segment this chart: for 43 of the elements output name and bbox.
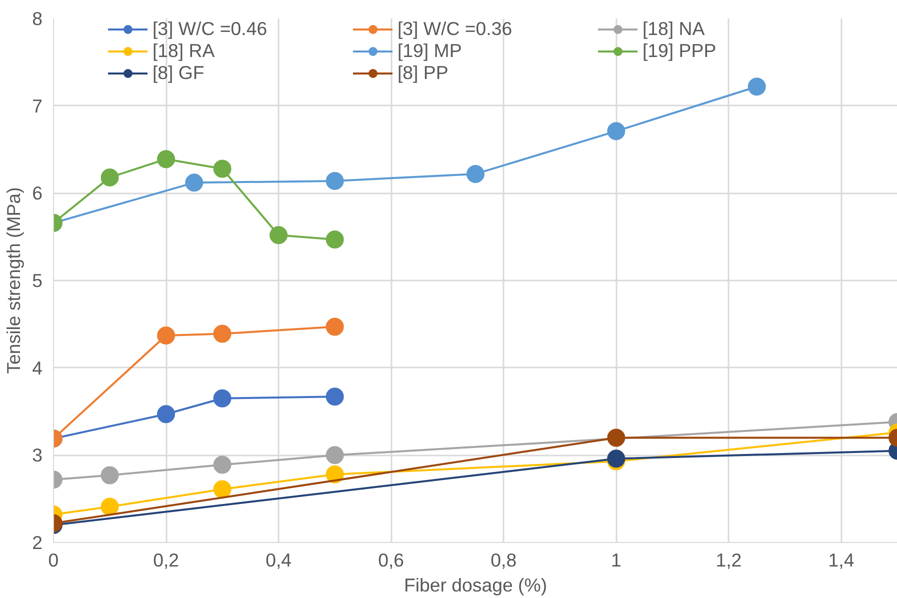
point bbox=[185, 174, 204, 192]
y-axis-title: Tensile strength (MPa) bbox=[3, 187, 24, 374]
point bbox=[213, 480, 232, 498]
x-axis-title: Fiber dosage (%) bbox=[404, 574, 548, 596]
y-tick-label: 3 bbox=[32, 444, 43, 466]
point bbox=[326, 388, 344, 406]
point bbox=[100, 466, 119, 484]
point bbox=[326, 172, 344, 190]
y-tick-label: 4 bbox=[32, 357, 43, 378]
legend-label: [8] PP bbox=[398, 62, 450, 84]
y-tick-label: 7 bbox=[32, 95, 43, 116]
x-tick-label: 0,4 bbox=[266, 550, 292, 570]
x-tick-label: 1,2 bbox=[716, 550, 742, 570]
x-tick-label: 1,4 bbox=[828, 550, 854, 570]
point bbox=[100, 168, 119, 186]
point bbox=[157, 150, 176, 168]
legend-label: [3] W/C =0.46 bbox=[152, 18, 268, 40]
legend-label: [19] MP bbox=[398, 40, 463, 62]
point bbox=[213, 456, 232, 474]
legend-label: [3] W/C =0.36 bbox=[398, 18, 514, 40]
point bbox=[213, 324, 232, 343]
y-tick-label: 6 bbox=[32, 182, 43, 204]
y-tick-label: 8 bbox=[32, 8, 43, 29]
point bbox=[213, 389, 232, 408]
point bbox=[213, 160, 232, 178]
legend-label: [18] NA bbox=[642, 18, 706, 40]
x-tick-label: 0 bbox=[48, 550, 59, 570]
legend-label: [8] GF bbox=[152, 62, 206, 84]
x-tick-label: 0,2 bbox=[153, 550, 180, 570]
legend-label: [18] RA bbox=[152, 40, 216, 62]
point bbox=[270, 226, 288, 244]
y-tick-label: 5 bbox=[32, 270, 43, 291]
x-tick-label: 0,8 bbox=[490, 550, 517, 570]
point bbox=[326, 318, 344, 336]
y-tick-label: 2 bbox=[32, 532, 43, 553]
legend-label: [19] PPP bbox=[642, 40, 718, 62]
point bbox=[326, 446, 344, 464]
point bbox=[157, 405, 176, 424]
point bbox=[326, 230, 344, 248]
point bbox=[100, 498, 119, 516]
point bbox=[157, 326, 176, 345]
x-tick-label: 1 bbox=[610, 550, 622, 570]
x-tick-label: 0,6 bbox=[378, 550, 404, 570]
